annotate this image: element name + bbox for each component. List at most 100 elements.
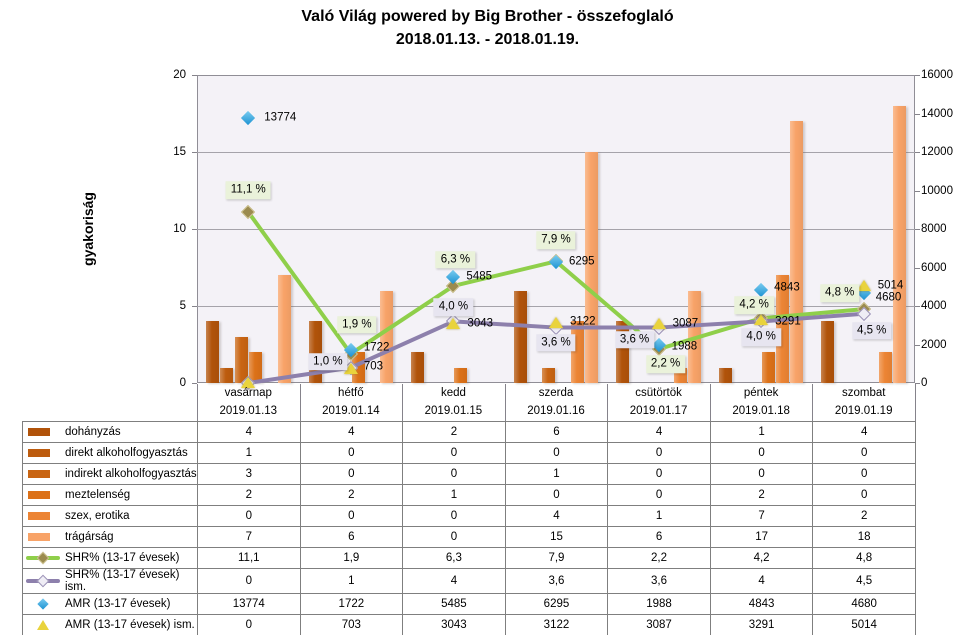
table-row-amr-13-17-evesek-ism: AMR (13-17 évesek) ism. 0 703 3043 3122 3087 3… [22, 614, 916, 635]
table-cell-amr-13-17-evesek-vasarnap: 13774 [197, 593, 301, 615]
marker-amr-13-17-evesek-ism-szerda [549, 316, 563, 328]
data-label-amr-13-17-evesek-ism-csutortok: 3087 [672, 316, 699, 329]
table-cell-szex-erotika-vasarnap: 0 [197, 505, 301, 527]
category-date-szerda: 2019.01.16 [527, 405, 585, 417]
table-cell-amr-13-17-evesek-hetfo: 1722 [299, 593, 404, 615]
category-label-szombat: szombat [841, 387, 886, 399]
bar-dohanyzas-szerda [513, 290, 527, 383]
bar-direkt-alkoholfogyasztas-vasarnap [220, 367, 234, 383]
y-axis-title: gyakoriság [80, 192, 96, 266]
table-cell-tragarsag-vasarnap: 7 [197, 526, 301, 548]
category-separator-7 [915, 384, 916, 421]
legend-label: SHR% (13-17 évesek) ism. [65, 569, 180, 593]
legend-cell-amr-13-17-evesek: AMR (13-17 évesek) [22, 593, 198, 615]
table-cell-indirekt-alkoholfogyasztas-vasarnap: 3 [197, 463, 301, 485]
right-axis-tick-16000 [915, 75, 920, 76]
table-cell-shr-13-17-evesek-kedd: 6,3 [402, 547, 506, 569]
legend-inner: szex, erotika [26, 510, 197, 522]
table-cell-amr-13-17-evesek-ism-hetfo: 703 [299, 614, 404, 635]
table-cell-shr-13-17-evesek-ism-kedd: 4 [402, 568, 506, 594]
marker-amr-13-17-evesek-ism-csutortok [651, 317, 666, 329]
table-cell-meztelenseg-szombat: 0 [812, 484, 916, 506]
table-cell-amr-13-17-evesek-csutortok: 1988 [607, 593, 711, 615]
data-label-amr-13-17-evesek-kedd: 5485 [466, 270, 493, 283]
left-axis-label-5: 5 [179, 300, 186, 312]
data-label-amr-13-17-evesek-vasarnap: 13774 [264, 111, 297, 124]
table-cell-szex-erotika-kedd: 0 [402, 505, 506, 527]
table-cell-direkt-alkoholfogyasztas-pentek: 0 [709, 442, 814, 464]
data-label-shr-13-17-evesek-pentek: 4,2 % [734, 296, 774, 315]
legend-cell-indirekt-alkoholfogyasztas: indirekt alkoholfogyasztás [22, 463, 198, 485]
left-axis-tick-20 [192, 75, 197, 76]
right-axis-tick-2000 [915, 344, 920, 346]
legend-inner: direkt alkoholfogyasztás [26, 447, 197, 459]
table-cell-indirekt-alkoholfogyasztas-pentek: 0 [709, 463, 814, 485]
table-row-shr-13-17-evesek: SHR% (13-17 évesek) 11,1 1,9 6,3 7,9 2,2 4,2 4,… [22, 547, 916, 569]
legend-bar-swatch [26, 426, 60, 438]
bar-tragarsag-hetfo [380, 290, 394, 383]
right-axis-tick-4000 [915, 306, 920, 307]
plot-area: 11,1 % 1,9 % 6,3 % 7,9 % 2,2 % 4,2 % 4,8 % 1,0 … [192, 75, 920, 391]
data-label-shr-13-17-evesek-szombat: 4,8 % [819, 284, 860, 302]
table-cell-szex-erotika-hetfo: 0 [299, 505, 404, 527]
table-cell-indirekt-alkoholfogyasztas-hetfo: 0 [299, 463, 404, 485]
left-axis-tick-10 [192, 229, 197, 230]
legend-cell-shr-13-17-evesek-ism: SHR% (13-17 évesek) ism. [22, 568, 198, 594]
table-cell-tragarsag-hetfo: 6 [299, 526, 404, 548]
table-cell-direkt-alkoholfogyasztas-szerda: 0 [504, 442, 609, 464]
table-cell-meztelenseg-csutortok: 0 [607, 484, 711, 506]
right-axis-label-2000: 2000 [921, 338, 947, 351]
swatch-rect [28, 533, 50, 541]
table-cell-shr-13-17-evesek-csutortok: 2,2 [607, 547, 711, 569]
category-separator-0 [197, 384, 198, 421]
right-axis-tick-0 [915, 383, 920, 384]
table-cell-meztelenseg-hetfo: 2 [299, 484, 404, 506]
category-label-kedd: kedd [440, 387, 466, 399]
legend-label: szex, erotika [65, 510, 130, 522]
bar-dohanyzas-szombat [821, 321, 835, 383]
category-separator-2 [402, 384, 404, 421]
legend-line-swatch [26, 551, 60, 565]
table-cell-direkt-alkoholfogyasztas-szombat: 0 [812, 442, 916, 464]
bar-meztelenseg-vasarnap [248, 352, 262, 383]
table-cell-meztelenseg-szerda: 0 [504, 484, 609, 506]
table-row-shr-13-17-evesek-ism: SHR% (13-17 évesek) ism. 0 1 4 3,6 3,6 4 4,5 [22, 568, 916, 594]
marker-amr-13-17-evesek-ism-szombat [856, 280, 871, 292]
legend-cell-amr-13-17-evesek-ism: AMR (13-17 évesek) ism. [22, 614, 198, 635]
table-row-indirekt-alkoholfogyasztas: indirekt alkoholfogyasztás 3 0 0 1 0 0 0 [22, 463, 916, 485]
legend-inner: SHR% (13-17 évesek) [26, 551, 197, 565]
table-cell-indirekt-alkoholfogyasztas-szombat: 0 [812, 463, 916, 485]
category-date-kedd: 2019.01.15 [424, 405, 483, 417]
swatch-line-marker [36, 551, 50, 565]
chart-title-line2: 2018.01.13. - 2018.01.19. [395, 31, 580, 48]
table-cell-shr-13-17-evesek-pentek: 4,2 [709, 547, 814, 569]
legend-bar-swatch [26, 447, 60, 459]
table-cell-shr-13-17-evesek-ism-hetfo: 1 [299, 568, 404, 594]
data-label-amr-13-17-evesek-szombat: 4680 [875, 291, 902, 304]
right-axis-label-6000: 6000 [921, 261, 947, 274]
legend-label: AMR (13-17 évesek) ism. [65, 619, 195, 631]
table-cell-shr-13-17-evesek-szombat: 4,8 [812, 547, 916, 569]
legend-label: trágárság [65, 531, 114, 543]
table-cell-szex-erotika-pentek: 7 [709, 505, 814, 527]
legend-label: indirekt alkoholfogyasztás [65, 468, 197, 480]
table-cell-tragarsag-kedd: 0 [402, 526, 506, 548]
data-label-shr-13-17-evesek-ism-pentek: 4,0 % [741, 328, 781, 347]
legend-inner: trágárság [26, 531, 197, 543]
chart-title-line1: Való Világ powered by Big Brother - össz… [301, 8, 674, 25]
data-table: dohányzás 4 4 2 6 4 1 4 direkt alkoholfogyasztás… [22, 421, 916, 635]
data-label-shr-13-17-evesek-ism-szombat: 4,5 % [851, 321, 892, 340]
legend-inner: SHR% (13-17 évesek) ism. [26, 569, 197, 593]
table-cell-dohanyzas-szerda: 6 [504, 421, 609, 443]
bar-meztelenseg-pentek [761, 352, 775, 383]
table-cell-amr-13-17-evesek-ism-csutortok: 3087 [607, 614, 711, 635]
category-date-vasarnap: 2019.01.13 [219, 405, 278, 417]
table-cell-shr-13-17-evesek-szerda: 7,9 [504, 547, 609, 569]
marker-amr-13-17-evesek-ism-pentek [754, 313, 769, 325]
legend-cell-direkt-alkoholfogyasztas: direkt alkoholfogyasztás [22, 442, 198, 464]
legend-diamond-icon [26, 598, 60, 610]
table-cell-indirekt-alkoholfogyasztas-kedd: 0 [402, 463, 506, 485]
right-axis-label-0: 0 [921, 377, 928, 389]
data-label-shr-13-17-evesek-ism-hetfo: 1,0 % [308, 352, 348, 371]
legend-inner: meztelenség [26, 489, 197, 501]
